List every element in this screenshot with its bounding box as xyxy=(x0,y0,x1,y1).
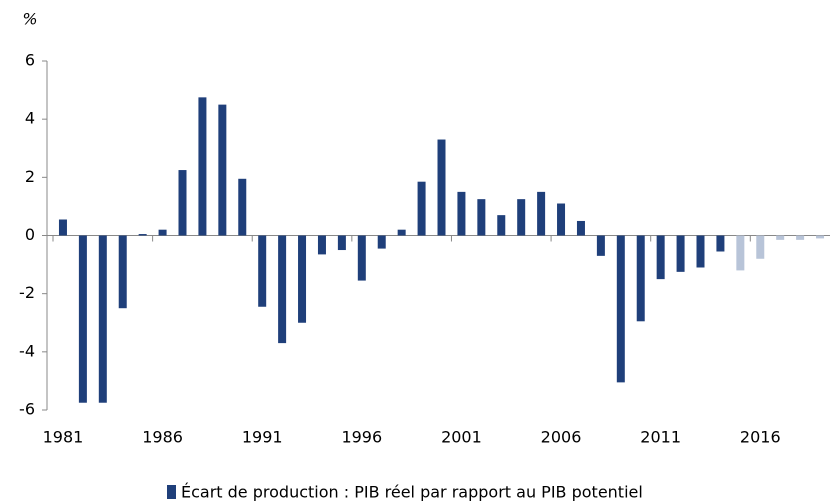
x-tick-label: 2016 xyxy=(740,428,781,447)
bar xyxy=(676,235,685,272)
bar xyxy=(537,191,546,236)
bar xyxy=(357,235,366,281)
bar xyxy=(696,235,705,268)
bar xyxy=(417,181,426,236)
bar xyxy=(557,203,566,236)
bar xyxy=(58,219,67,236)
bar xyxy=(636,235,645,322)
bar xyxy=(736,235,745,271)
bar xyxy=(138,234,147,236)
legend-label: Écart de production : PIB réel par rappo… xyxy=(181,483,643,502)
bar xyxy=(397,229,406,236)
bar xyxy=(298,235,307,323)
bar xyxy=(816,235,825,239)
bar xyxy=(258,235,267,307)
y-axis-label: % xyxy=(22,10,37,29)
bar xyxy=(278,235,287,344)
bar xyxy=(497,215,506,236)
bar xyxy=(337,235,346,251)
y-tick-label: 4 xyxy=(25,109,35,128)
x-tick-label: 2001 xyxy=(441,428,482,447)
bar xyxy=(756,235,765,259)
y-tick-label: 0 xyxy=(25,225,35,244)
bar xyxy=(596,235,605,256)
bar xyxy=(98,235,107,403)
bar xyxy=(776,235,785,240)
y-tick-label: -4 xyxy=(19,341,35,360)
y-tick-label: 6 xyxy=(25,51,35,70)
bar xyxy=(317,235,326,255)
bar xyxy=(238,178,247,236)
bar xyxy=(377,235,386,249)
x-tick-label: 1991 xyxy=(242,428,283,447)
bar xyxy=(616,235,625,383)
bar xyxy=(576,220,585,236)
bar xyxy=(118,235,127,309)
bar xyxy=(218,104,227,236)
bar xyxy=(178,170,187,236)
x-tick-label: 2011 xyxy=(640,428,681,447)
x-tick-label: 1981 xyxy=(43,428,84,447)
bar xyxy=(457,191,466,236)
bar xyxy=(517,199,526,236)
y-tick-label: 2 xyxy=(25,167,35,186)
bar xyxy=(477,199,486,236)
y-tick-label: -2 xyxy=(19,283,35,302)
bar xyxy=(716,235,725,252)
x-tick-label: 1996 xyxy=(341,428,382,447)
bar xyxy=(78,235,87,403)
bar xyxy=(796,235,805,240)
x-tick-label: 2006 xyxy=(541,428,582,447)
bar xyxy=(437,139,446,236)
bar xyxy=(158,229,167,236)
y-tick-label: -6 xyxy=(19,400,35,419)
bar xyxy=(198,97,207,236)
x-tick-label: 1986 xyxy=(142,428,183,447)
legend-swatch xyxy=(167,485,176,499)
bar xyxy=(656,235,665,280)
